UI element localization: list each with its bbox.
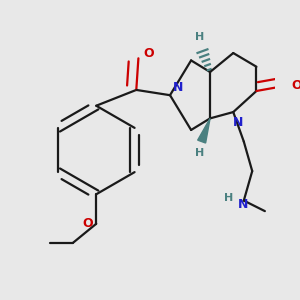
Text: N: N (238, 198, 248, 211)
Text: N: N (173, 81, 184, 94)
Text: O: O (82, 217, 93, 230)
Text: H: H (224, 194, 234, 203)
Text: H: H (195, 32, 204, 42)
Text: O: O (291, 79, 300, 92)
Text: N: N (233, 116, 244, 129)
Text: O: O (144, 46, 154, 59)
Text: H: H (195, 148, 204, 158)
Polygon shape (198, 118, 210, 143)
